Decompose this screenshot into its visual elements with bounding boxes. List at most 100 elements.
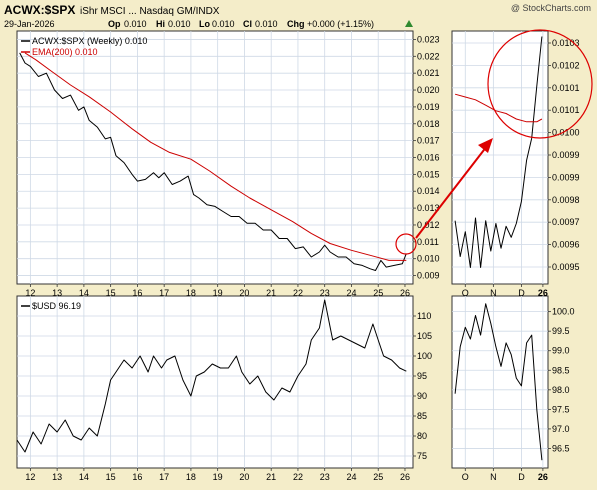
y-tick-label: 0.0100	[552, 128, 580, 138]
x-tick-label: 19	[213, 288, 223, 298]
y-tick-label: 0.0099	[552, 172, 580, 182]
y-tick-label: 75	[417, 451, 427, 461]
open-value: 0.010	[124, 19, 147, 29]
x-tick-label: D	[518, 472, 525, 482]
x-tick-label: 25	[373, 288, 383, 298]
highlight-circle-small	[395, 233, 417, 255]
x-tick-label: 16	[132, 288, 142, 298]
y-tick-label: 0.019	[417, 102, 440, 112]
y-tick-label: 96.5	[552, 443, 570, 453]
x-tick-label: 22	[293, 472, 303, 482]
highlight-circle-large	[487, 29, 593, 139]
x-tick-label: 14	[79, 472, 89, 482]
x-tick-label: 21	[266, 288, 276, 298]
x-tick-label: 23	[320, 288, 330, 298]
x-tick-label: 13	[52, 472, 62, 482]
x-tick-label: 18	[186, 472, 196, 482]
x-tick-label: 19	[213, 472, 223, 482]
y-tick-label: 90	[417, 391, 427, 401]
y-tick-label: 110	[417, 311, 431, 321]
y-tick-label: 0.0095	[552, 262, 580, 272]
x-tick-label: 26	[538, 288, 548, 298]
y-tick-label: 0.0099	[552, 150, 580, 160]
series-line-price	[454, 36, 543, 268]
y-tick-label: 0.022	[417, 51, 440, 61]
y-tick-label: 0.0098	[552, 195, 580, 205]
x-tick-label: N	[490, 288, 497, 298]
y-tick-label: 0.0097	[552, 217, 580, 227]
arrowhead-icon	[478, 138, 493, 153]
quote-date: 29-Jan-2026	[4, 19, 55, 29]
x-tick-label: 26	[400, 472, 410, 482]
x-tick-label: 26	[538, 472, 548, 482]
x-tick-label: D	[518, 288, 525, 298]
y-tick-label: 98.5	[552, 365, 570, 375]
x-tick-label: 24	[346, 472, 356, 482]
x-tick-label: 24	[346, 288, 356, 298]
y-tick-label: 0.009	[417, 271, 440, 281]
close-value: 0.010	[255, 19, 278, 29]
x-tick-label: 22	[293, 288, 303, 298]
y-tick-label: 0.010	[417, 254, 440, 264]
y-tick-label: 0.014	[417, 186, 440, 196]
x-tick-label: 25	[373, 472, 383, 482]
x-tick-label: 20	[239, 472, 249, 482]
x-tick-label: 18	[186, 288, 196, 298]
x-tick-label: 16	[132, 472, 142, 482]
y-tick-label: 0.0101	[552, 105, 580, 115]
x-tick-label: 26	[400, 288, 410, 298]
ratio-zoom-panel	[451, 30, 549, 285]
x-tick-label: 20	[239, 288, 249, 298]
usd-main-chart: 75 80 85 90 95 100 105 110 12 13 14 15 16 17 18 19 20 21 2…	[16, 296, 432, 482]
y-tick-label: 97.0	[552, 424, 570, 434]
x-tick-label: 15	[106, 288, 116, 298]
open-label: Op	[108, 19, 121, 29]
series-line-price	[19, 52, 407, 271]
usd-zoom-chart: 96.5 97.0 97.5 98.0 98.5 99.0 99.5 100.0 O N D 26	[452, 296, 575, 482]
x-tick-label: 17	[159, 288, 169, 298]
x-tick-label: 12	[25, 288, 35, 298]
y-tick-label: 0.020	[417, 85, 440, 95]
series-line-ema	[454, 93, 543, 123]
watermark: @ StockCharts.com	[511, 3, 591, 13]
x-tick-label: O	[462, 288, 469, 298]
y-tick-label: 0.016	[417, 153, 440, 163]
low-value: 0.010	[212, 19, 235, 29]
series-line-ema	[24, 52, 407, 261]
y-tick-label: 100	[417, 351, 432, 361]
change-label: Chg	[287, 19, 305, 29]
y-tick-label: 95	[417, 371, 427, 381]
x-tick-label: 14	[79, 288, 89, 298]
high-label: Hi	[156, 19, 165, 29]
change-value: +0.000 (+1.15%)	[307, 19, 374, 29]
legend-entry: $USD 96.19	[32, 301, 81, 311]
y-tick-label: 99.0	[552, 346, 570, 356]
x-tick-label: 23	[320, 472, 330, 482]
x-tick-label: 15	[106, 472, 116, 482]
y-tick-label: 99.5	[552, 326, 570, 336]
x-tick-label: O	[462, 472, 469, 482]
high-value: 0.010	[168, 19, 191, 29]
annotation-arrow	[415, 145, 488, 239]
y-tick-label: 0.015	[417, 169, 440, 179]
x-tick-label: 13	[52, 288, 62, 298]
y-tick-label: 0.0103	[552, 38, 580, 48]
chart-symbol: ACWX:$SPX	[4, 3, 75, 17]
low-label: Lo	[199, 19, 210, 29]
y-tick-label: 0.018	[417, 119, 440, 129]
usd-zoom-panel	[451, 295, 549, 469]
chart-description: iShr MSCI ... Nasdaq GM/INDX	[80, 6, 220, 17]
y-tick-label: 0.012	[417, 220, 440, 230]
usd-main-panel	[16, 295, 414, 469]
x-tick-label: N	[490, 472, 497, 482]
legend-entry: ACWX:$SPX (Weekly) 0.010	[32, 36, 147, 46]
y-tick-label: 0.017	[417, 136, 440, 146]
y-tick-label: 0.021	[417, 68, 440, 78]
y-tick-label: 0.023	[417, 34, 440, 44]
y-tick-label: 80	[417, 431, 427, 441]
legend-entry: EMA(200) 0.010	[32, 47, 98, 57]
y-tick-label: 85	[417, 411, 427, 421]
y-tick-label: 0.013	[417, 203, 440, 213]
series-line-price	[454, 303, 543, 461]
